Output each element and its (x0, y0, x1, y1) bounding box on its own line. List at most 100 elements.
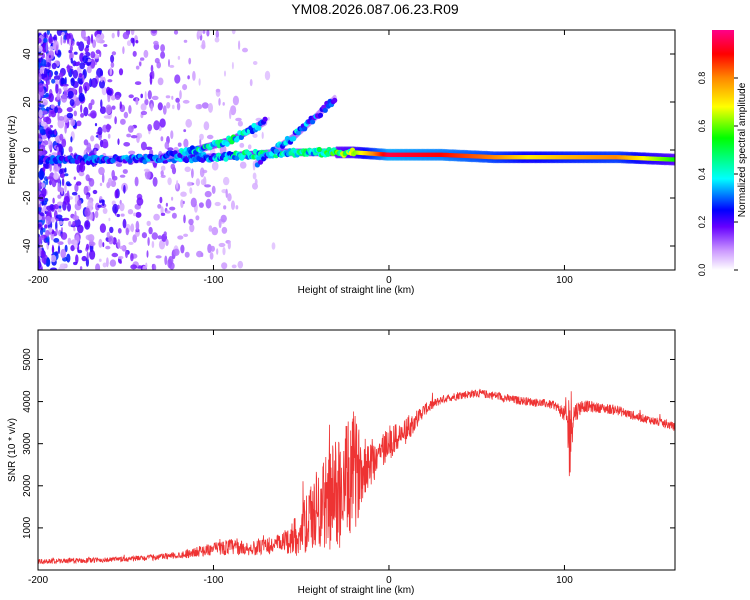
speckle-dot (72, 220, 76, 227)
speckle-dot (101, 173, 105, 184)
speckle-dot (46, 30, 50, 35)
speckle-dot (78, 41, 85, 52)
speckle-dot (151, 30, 157, 34)
colorbar-tick-label: 0.8 (697, 72, 707, 85)
speckle-dot (85, 257, 89, 267)
snr-x-ticks: -200 -100 0 100 (28, 330, 573, 586)
speckle-dot (51, 216, 55, 223)
speckle-dot (150, 103, 154, 112)
speckle-dot (232, 95, 239, 106)
speckle-dot (215, 30, 219, 39)
speckle-dot (38, 72, 42, 83)
speckle-dot (111, 32, 115, 39)
speckle-dot (239, 142, 245, 148)
speckle-dot (53, 204, 60, 210)
speckle-dot (85, 221, 89, 228)
speckle-dot (98, 167, 105, 175)
speckle-dot (126, 133, 132, 138)
speckle-dot (153, 40, 159, 46)
speckle-dot (51, 62, 57, 70)
speckle-dot (199, 133, 204, 141)
speckle-dot (166, 102, 171, 109)
speckle-dot (140, 141, 147, 151)
speckle-dot (177, 55, 181, 60)
speckle-dot (171, 212, 177, 219)
speckle-dot (48, 93, 54, 103)
speckle-dot (153, 120, 160, 131)
speckle-dot (115, 163, 123, 167)
speckle-dot (58, 116, 65, 121)
carrier-point (672, 157, 675, 162)
speckle-dot (189, 223, 195, 233)
speckle-dot (112, 203, 119, 214)
speckle-dot (223, 205, 227, 210)
speckle-dot (103, 44, 108, 47)
speckle-dot (50, 104, 55, 109)
speckle-dot (210, 245, 215, 252)
speckle-dot (128, 94, 134, 99)
speckle-dot (186, 181, 192, 187)
speckle-dot (40, 227, 44, 231)
speckle-dot (128, 105, 132, 114)
speckle-dot (45, 215, 52, 225)
speckle-dot (48, 138, 51, 146)
speckle-dot (109, 66, 113, 76)
speckle-dot (99, 182, 103, 187)
speckle-dot (54, 70, 59, 76)
speckle-dot (78, 79, 84, 85)
speckle-dot (108, 217, 111, 222)
speckle-dot (111, 105, 116, 110)
speckle-dot (211, 226, 219, 236)
speckle-dot (204, 190, 212, 198)
speckle-dot (160, 51, 166, 59)
speckle-dot (201, 39, 206, 50)
speckle-dot (67, 237, 72, 245)
speckle-dot (122, 46, 125, 55)
speckle-dot (99, 69, 103, 77)
speckle-dot (70, 57, 74, 64)
speckle-dot (149, 75, 153, 85)
spectrogram-x-tick-label: 0 (386, 275, 392, 286)
speckle-dot (142, 265, 146, 270)
speckle-dot (45, 229, 50, 237)
speckle-dot (206, 30, 210, 37)
speckle-dot (252, 172, 257, 180)
speckle-dot (64, 183, 67, 193)
speckle-dot (68, 220, 72, 227)
speckle-dot (82, 74, 85, 83)
snr-y-tick-label: 1000 (22, 516, 33, 539)
speckle-dot (135, 220, 140, 231)
speckle-dot (62, 86, 68, 91)
diagonal-streak-point (273, 148, 279, 154)
speckle-dot (125, 227, 129, 236)
speckle-dot (40, 235, 45, 241)
speckle-dot (150, 64, 154, 73)
speckle-dot (60, 232, 68, 240)
speckle-dot (66, 107, 73, 113)
spectrogram-x-tick-label: -200 (28, 275, 48, 286)
speckle-dot (140, 103, 147, 111)
speckle-dot (135, 65, 140, 70)
speckle-dot (119, 260, 122, 264)
speckle-dot (81, 255, 87, 262)
speckle-dot (41, 187, 47, 197)
speckle-dot (38, 82, 44, 93)
speckle-dot (157, 204, 162, 209)
diagonal-streak-point (332, 97, 338, 103)
upper-branch-point (238, 134, 244, 140)
speckle-dot (88, 102, 93, 111)
speckle-dot (247, 144, 252, 150)
speckle-dot (44, 31, 47, 39)
speckle-dot (119, 174, 126, 178)
speckle-dot (50, 254, 57, 263)
speckle-dot (53, 238, 60, 243)
speckle-dot (51, 152, 58, 156)
speckle-dot (66, 253, 71, 263)
speckle-dot (85, 45, 90, 48)
speckle-dot (179, 90, 182, 100)
speckle-dot (231, 61, 234, 70)
speckle-dot (175, 97, 180, 103)
speckle-dot (229, 109, 232, 120)
speckle-dot (111, 252, 119, 258)
speckle-dot (154, 57, 160, 64)
